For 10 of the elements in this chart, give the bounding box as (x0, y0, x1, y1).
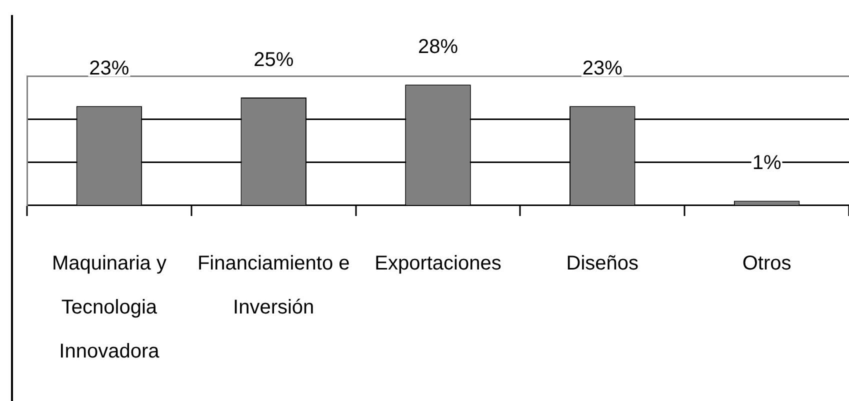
x-tick-label: Diseños (566, 252, 639, 275)
x-tick-label: Exportaciones (374, 252, 502, 275)
data-label: 23% (582, 58, 623, 80)
x-tick-label: Maquinaria y Tecnologia Innovadora (52, 252, 166, 363)
data-label: 1% (752, 152, 782, 174)
data-label: 23% (89, 58, 130, 80)
data-label: 25% (254, 49, 294, 72)
data-label: 28% (418, 36, 458, 58)
x-tick-label: Otros (742, 252, 792, 275)
x-tick-label: Financiamiento e Inversión (197, 252, 350, 319)
